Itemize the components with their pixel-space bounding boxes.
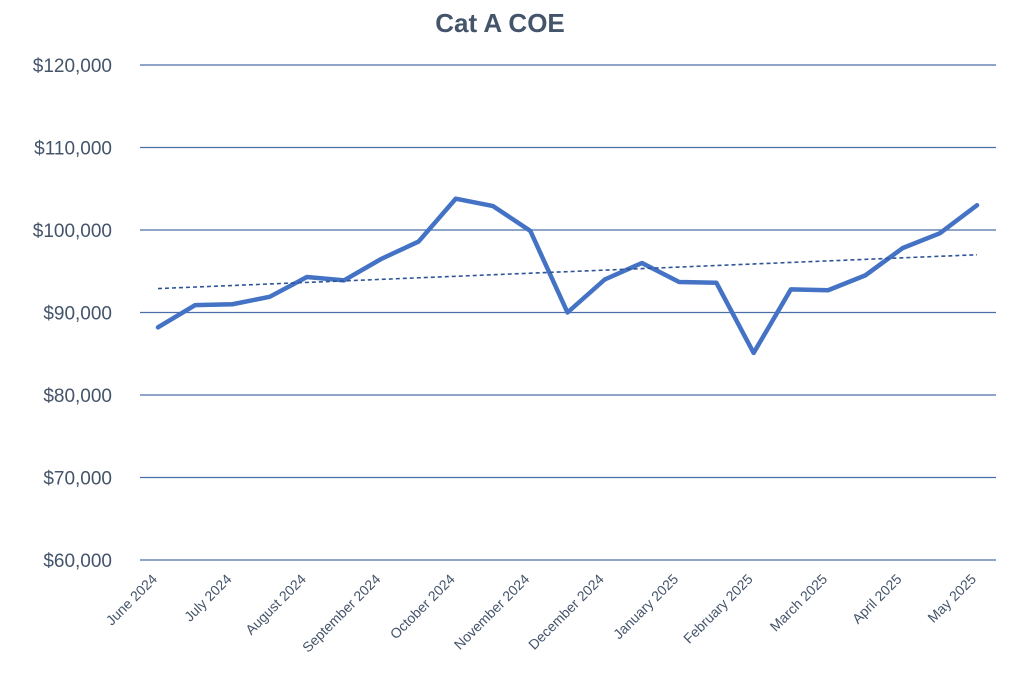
data-point (677, 280, 681, 284)
x-tick-label: January 2025 (610, 571, 681, 642)
y-tick-label: $110,000 (34, 139, 112, 160)
data-point (156, 325, 160, 329)
data-point (566, 311, 570, 315)
x-tick-label: September 2024 (299, 571, 384, 656)
data-point (193, 303, 197, 307)
x-tick-label: December 2024 (525, 571, 607, 653)
x-tick-label: July 2024 (181, 571, 235, 625)
series-line (155, 196, 980, 356)
x-tick-label: June 2024 (103, 571, 161, 629)
y-tick-label: $120,000 (33, 56, 112, 77)
data-point (640, 261, 644, 265)
x-tick-label: November 2024 (451, 571, 533, 653)
data-point (714, 281, 718, 285)
y-tick-label: $100,000 (33, 221, 112, 242)
data-point (938, 231, 942, 235)
data-point (826, 288, 830, 292)
y-tick-label: $90,000 (43, 304, 112, 325)
x-tick-label: October 2024 (387, 571, 458, 642)
x-tick-label: March 2025 (767, 571, 831, 635)
data-point (454, 197, 458, 201)
data-point (305, 275, 309, 279)
data-point (491, 204, 495, 208)
data-point (268, 295, 272, 299)
data-point (975, 203, 979, 207)
data-point (417, 240, 421, 244)
y-tick-label: $80,000 (43, 386, 112, 407)
trendline (157, 253, 978, 290)
data-point (752, 351, 756, 355)
x-tick-label: April 2025 (849, 571, 905, 627)
y-tick-label: $70,000 (43, 469, 112, 490)
data-point (789, 287, 793, 291)
data-point (863, 273, 867, 277)
y-tick-label: $60,000 (43, 551, 112, 572)
data-point (528, 229, 532, 233)
data-point (901, 246, 905, 250)
data-point (603, 278, 607, 282)
x-tick-label: February 2025 (680, 571, 756, 647)
data-point (230, 302, 234, 306)
chart-title: Cat A COE (435, 8, 565, 38)
data-point (379, 257, 383, 261)
x-tick-label: May 2025 (924, 571, 979, 626)
x-tick-label: August 2024 (242, 571, 309, 638)
